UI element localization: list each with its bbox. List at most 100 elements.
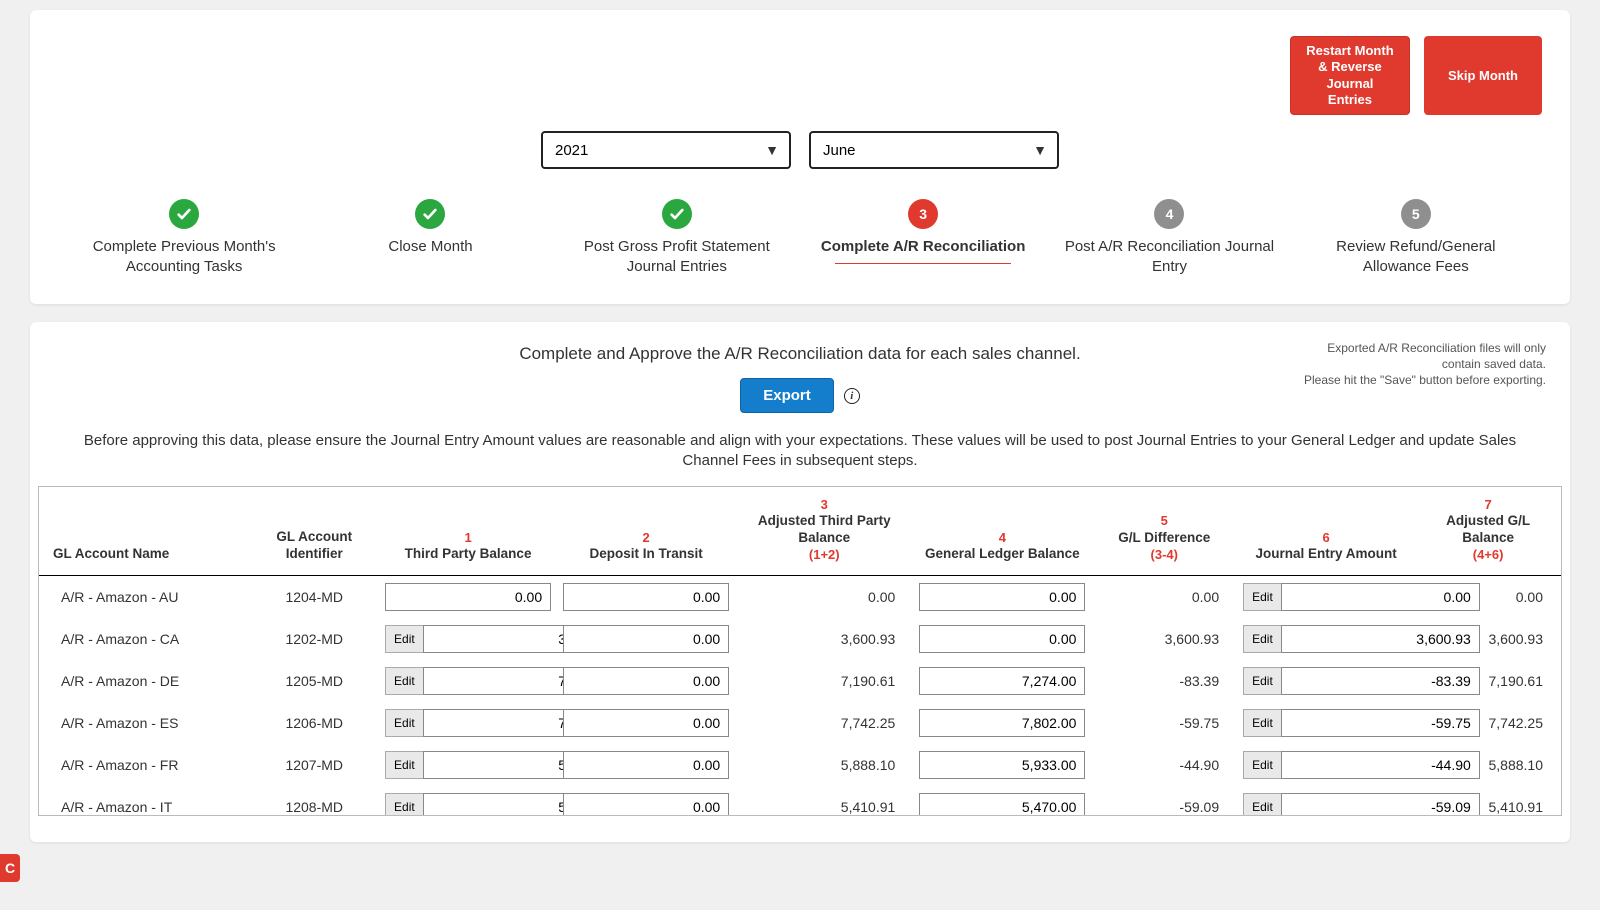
input-wrap: Edit <box>385 751 551 779</box>
th-gl-balance: 4General Ledger Balance <box>913 487 1091 576</box>
step-label: Post A/R Reconciliation Journal Entry <box>1051 237 1287 276</box>
step-label: Review Refund/General Allowance Fees <box>1298 237 1534 276</box>
cell-account-name: A/R - Amazon - CA <box>39 618 250 660</box>
journal-entry-amount-input[interactable] <box>1281 667 1480 695</box>
cell-account-name: A/R - Amazon - IT <box>39 786 250 815</box>
gl-balance-input[interactable] <box>919 793 1085 815</box>
workflow-step[interactable]: 4Post A/R Reconciliation Journal Entry <box>1051 199 1287 276</box>
workflow-step[interactable]: 5Review Refund/General Allowance Fees <box>1298 199 1534 276</box>
cell-deposit-in-transit <box>557 660 735 702</box>
cell-adjusted-tp: 5,410.91 <box>735 786 913 815</box>
skip-month-button[interactable]: Skip Month <box>1424 36 1542 115</box>
cell-adjusted-tp: 5,888.10 <box>735 744 913 786</box>
gl-balance-input[interactable] <box>919 625 1085 653</box>
gl-balance-input[interactable] <box>919 709 1085 737</box>
gl-balance-input[interactable] <box>919 751 1085 779</box>
workflow-step[interactable]: 3Complete A/R Reconciliation <box>805 199 1041 276</box>
edit-button[interactable]: Edit <box>1243 667 1281 695</box>
edit-button[interactable]: Edit <box>385 625 423 653</box>
table-scroll[interactable]: GL Account Name GL Account Identifier 1T… <box>39 487 1561 815</box>
journal-entry-amount-input[interactable] <box>1281 709 1480 737</box>
deposit-in-transit-input[interactable] <box>563 751 729 779</box>
input-wrap: Edit <box>1243 625 1409 653</box>
export-note-line: Exported A/R Reconciliation files will o… <box>1286 340 1546 372</box>
cell-account-name: A/R - Amazon - AU <box>39 575 250 618</box>
floating-badge[interactable]: C <box>0 854 20 882</box>
journal-entry-amount-input[interactable] <box>1281 583 1480 611</box>
th-third-party: 1Third Party Balance <box>379 487 557 576</box>
edit-button[interactable]: Edit <box>1243 751 1281 779</box>
th-adjusted-tp: 3Adjusted Third Party Balance(1+2) <box>735 487 913 576</box>
journal-entry-amount-input[interactable] <box>1281 751 1480 779</box>
input-wrap: Edit <box>385 625 551 653</box>
third-party-balance-input[interactable] <box>385 583 551 611</box>
month-select[interactable]: June <box>809 131 1059 169</box>
input-wrap <box>563 793 729 815</box>
edit-button[interactable]: Edit <box>385 793 423 815</box>
input-wrap: Edit <box>385 709 551 737</box>
gl-balance-input[interactable] <box>919 583 1085 611</box>
step-label: Post Gross Profit Statement Journal Entr… <box>559 237 795 276</box>
cell-deposit-in-transit <box>557 618 735 660</box>
cell-journal-entry-amount: Edit <box>1237 786 1415 815</box>
step-number-icon: 3 <box>908 199 938 229</box>
cell-journal-entry-amount: Edit <box>1237 618 1415 660</box>
edit-button[interactable]: Edit <box>1243 625 1281 653</box>
year-select[interactable]: 2021 <box>541 131 791 169</box>
edit-button[interactable]: Edit <box>1243 709 1281 737</box>
export-note-line: Please hit the "Save" button before expo… <box>1286 372 1546 388</box>
month-select-wrap: June ▼ <box>809 131 1059 169</box>
deposit-in-transit-input[interactable] <box>563 709 729 737</box>
period-selectors: 2021 ▼ June ▼ <box>58 131 1542 169</box>
gl-balance-input[interactable] <box>919 667 1085 695</box>
cell-deposit-in-transit <box>557 702 735 744</box>
cell-gl-difference: 3,600.93 <box>1091 618 1237 660</box>
edit-button[interactable]: Edit <box>385 709 423 737</box>
input-wrap <box>919 625 1085 653</box>
cell-account-id: 1204-MD <box>250 575 380 618</box>
th-account-id: GL Account Identifier <box>250 487 380 576</box>
edit-button[interactable]: Edit <box>385 751 423 779</box>
step-label: Complete Previous Month's Accounting Tas… <box>66 237 302 276</box>
cell-journal-entry-amount: Edit <box>1237 702 1415 744</box>
deposit-in-transit-input[interactable] <box>563 583 729 611</box>
workflow-step[interactable]: Post Gross Profit Statement Journal Entr… <box>559 199 795 276</box>
cell-account-name: A/R - Amazon - FR <box>39 744 250 786</box>
year-select-wrap: 2021 ▼ <box>541 131 791 169</box>
cell-gl-difference: -59.09 <box>1091 786 1237 815</box>
cell-third-party-balance: Edit <box>379 786 557 815</box>
edit-button[interactable]: Edit <box>1243 583 1281 611</box>
cell-account-name: A/R - Amazon - DE <box>39 660 250 702</box>
input-wrap: Edit <box>385 667 551 695</box>
restart-month-button[interactable]: Restart Month & Reverse Journal Entries <box>1290 36 1410 115</box>
workflow-step[interactable]: Close Month <box>312 199 548 276</box>
input-wrap <box>919 583 1085 611</box>
table-row: A/R - Amazon - IT1208-MDEdit5,410.91-59.… <box>39 786 1561 815</box>
table-row: A/R - Amazon - DE1205-MDEdit7,190.61-83.… <box>39 660 1561 702</box>
info-icon[interactable]: i <box>844 388 860 404</box>
cell-third-party-balance: Edit <box>379 744 557 786</box>
cell-gl-balance <box>913 575 1091 618</box>
deposit-in-transit-input[interactable] <box>563 625 729 653</box>
content-title: Complete and Approve the A/R Reconciliat… <box>260 344 1340 364</box>
journal-entry-amount-input[interactable] <box>1281 625 1480 653</box>
input-wrap <box>563 667 729 695</box>
cell-account-id: 1202-MD <box>250 618 380 660</box>
edit-button[interactable]: Edit <box>385 667 423 695</box>
deposit-in-transit-input[interactable] <box>563 793 729 815</box>
deposit-in-transit-input[interactable] <box>563 667 729 695</box>
journal-entry-amount-input[interactable] <box>1281 793 1480 815</box>
edit-button[interactable]: Edit <box>1243 793 1281 815</box>
th-account-name: GL Account Name <box>39 487 250 576</box>
input-wrap <box>919 667 1085 695</box>
cell-journal-entry-amount: Edit <box>1237 660 1415 702</box>
cell-account-id: 1206-MD <box>250 702 380 744</box>
cell-gl-balance <box>913 786 1091 815</box>
cell-gl-difference: -59.75 <box>1091 702 1237 744</box>
check-circle-icon <box>169 199 199 229</box>
cell-account-name: A/R - Amazon - ES <box>39 702 250 744</box>
export-button[interactable]: Export <box>740 378 834 413</box>
th-adj-gl: 7Adjusted G/L Balance(4+6) <box>1415 487 1561 576</box>
workflow-step[interactable]: Complete Previous Month's Accounting Tas… <box>66 199 302 276</box>
cell-account-id: 1205-MD <box>250 660 380 702</box>
